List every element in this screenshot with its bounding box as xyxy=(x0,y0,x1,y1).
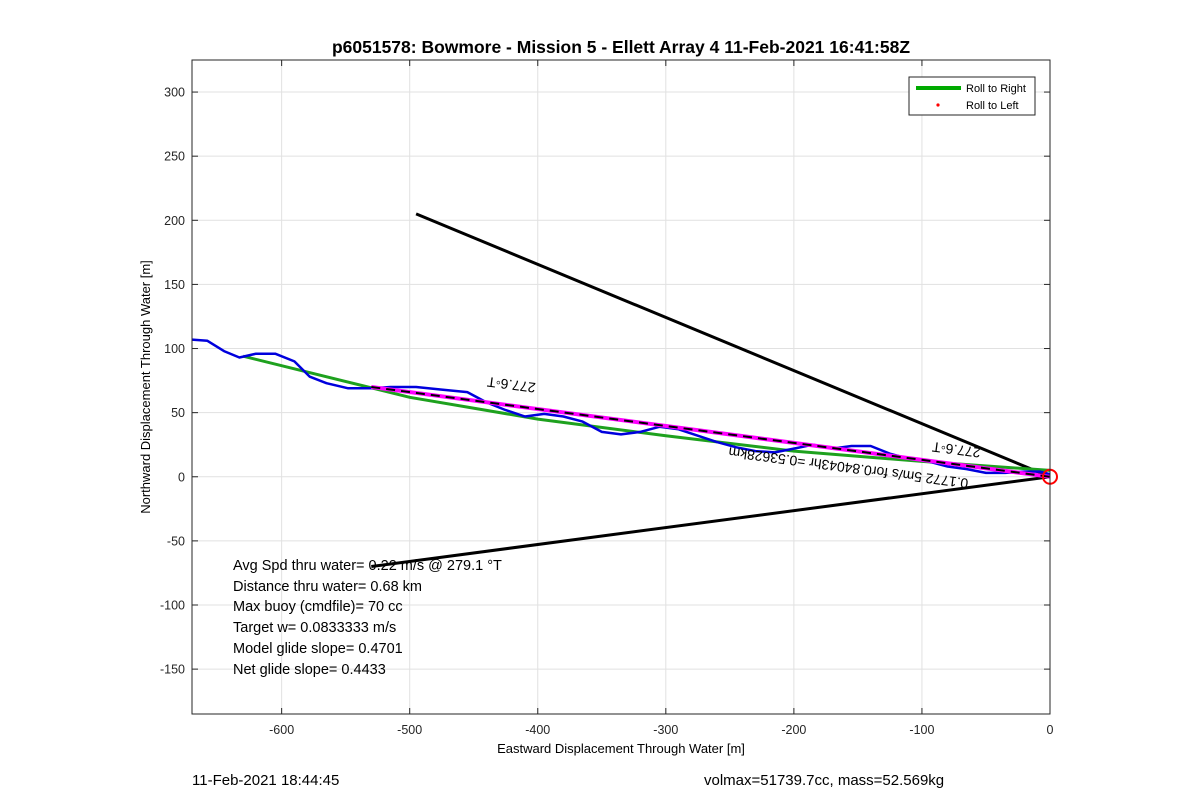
y-tick-label: 100 xyxy=(164,342,185,356)
net-glide-slope-text: Net glide slope= 0.4433 xyxy=(233,661,386,678)
grid xyxy=(192,60,1051,714)
target-w-text: Target w= 0.0833333 m/s xyxy=(233,620,397,637)
stats-box: Avg Spd thru water= 0.22 m/s @ 279.1 °T … xyxy=(233,556,502,680)
x-tick-label: -400 xyxy=(525,723,550,737)
wedge-line xyxy=(415,212,1051,479)
axis-ticks: -600 -500 -400 -300 -200 -100 0-150-100-500501… xyxy=(160,60,1054,737)
x-tick-label: -100 xyxy=(909,723,934,737)
y-tick-label: 0 xyxy=(178,470,185,484)
heading-label-lower: 277.6◦T xyxy=(931,439,982,461)
legend-label: Roll to Left xyxy=(966,100,1019,112)
x-tick-label: 0 xyxy=(1047,723,1054,737)
y-tick-label: -50 xyxy=(167,534,185,548)
y-tick-label: -100 xyxy=(160,599,185,613)
wedge-line xyxy=(371,475,1051,568)
x-tick-label: -600 xyxy=(269,723,294,737)
distance-text: Distance thru water= 0.68 km xyxy=(233,578,422,595)
y-tick-label: -150 xyxy=(160,663,185,677)
heading-dashed-line xyxy=(371,386,1051,478)
model-glide-slope-text: Model glide slope= 0.4701 xyxy=(233,640,403,657)
y-tick-label: 250 xyxy=(164,150,185,164)
chart-title: p6051578: Bowmore - Mission 5 - Ellett A… xyxy=(332,37,910,57)
x-axis-label: Eastward Displacement Through Water [m] xyxy=(497,741,745,756)
max-buoy-text: Max buoy (cmdfile)= 70 cc xyxy=(233,599,403,616)
axes-box xyxy=(191,59,1051,715)
y-tick-label: 300 xyxy=(164,86,185,100)
footer-timestamp: 11-Feb-2021 18:44:45 xyxy=(192,772,340,789)
y-tick-label: 50 xyxy=(171,406,185,420)
x-tick-label: -200 xyxy=(781,723,806,737)
legend-box xyxy=(908,76,1036,116)
x-tick-label: -300 xyxy=(653,723,678,737)
heading-label-upper: 277.6◦T xyxy=(486,374,537,396)
legend-swatch-dot xyxy=(936,103,940,107)
avg-speed-text: Avg Spd thru water= 0.22 m/s @ 279.1 °T xyxy=(233,558,502,574)
legend: Roll to Right Roll to Left xyxy=(908,76,1036,116)
x-tick-label: -500 xyxy=(397,723,422,737)
legend-label: Roll to Right xyxy=(966,83,1026,95)
y-tick-label: 200 xyxy=(164,214,185,228)
y-axis-label: Northward Displacement Through Water [m] xyxy=(138,260,153,514)
footer-glider-params: volmax=51739.7cc, mass=52.569kg xyxy=(704,772,945,789)
y-tick-label: 150 xyxy=(164,278,185,292)
